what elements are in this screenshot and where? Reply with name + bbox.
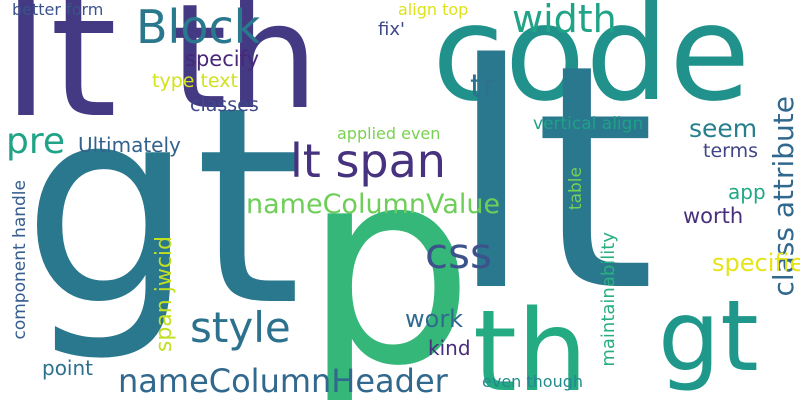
word-gt-bottom: gt xyxy=(658,280,759,394)
word-namecolumnvalue: nameColumnValue xyxy=(246,189,501,220)
word-gt-huge: gt xyxy=(22,50,302,366)
word-css: css xyxy=(425,229,492,278)
word-width: width xyxy=(512,0,617,41)
word-better-form: better form xyxy=(12,0,104,19)
word-span-jwcid: span jwcid xyxy=(152,236,177,353)
word-th-bottom: th xyxy=(473,287,588,400)
word-point: point xyxy=(42,356,94,380)
word-specified: table xyxy=(566,167,586,211)
word-tr: tr xyxy=(470,67,496,105)
word-work: work xyxy=(405,305,464,333)
word-seem: seem xyxy=(689,114,758,143)
word-ultimately: Ultimately xyxy=(78,133,181,157)
word-lt-huge: lt xyxy=(448,0,656,360)
word-namecolumnheader: nameColumnHeader xyxy=(118,362,448,400)
word-component-handle: component handle xyxy=(10,180,30,340)
word-p: p xyxy=(303,110,475,400)
word-lt-span: lt span xyxy=(290,134,446,188)
word-applied-even: applied even xyxy=(337,124,441,143)
word-worth: worth xyxy=(683,204,744,228)
word-block: Block xyxy=(136,0,261,54)
word-vertical-align: vertical align xyxy=(533,114,644,134)
word-maintainability: maintainability xyxy=(598,232,619,367)
word-pre: pre xyxy=(6,121,66,162)
word-code: code xyxy=(432,0,751,131)
word-th-large: th xyxy=(170,0,319,142)
word-table: specified xyxy=(712,249,800,277)
word-kind: kind xyxy=(428,336,471,360)
word-style: style xyxy=(190,303,291,352)
word-specify: specify xyxy=(185,47,260,71)
word-app: app xyxy=(728,180,766,204)
word-classes: classes xyxy=(190,94,259,116)
word-fix: fix' xyxy=(378,19,405,40)
word-even-though: even though xyxy=(482,372,584,391)
word-align-top: align top xyxy=(398,0,469,19)
word-lt-large: lt xyxy=(2,0,118,156)
word-terms: terms xyxy=(703,140,759,162)
word-type-text: type text xyxy=(152,70,238,92)
